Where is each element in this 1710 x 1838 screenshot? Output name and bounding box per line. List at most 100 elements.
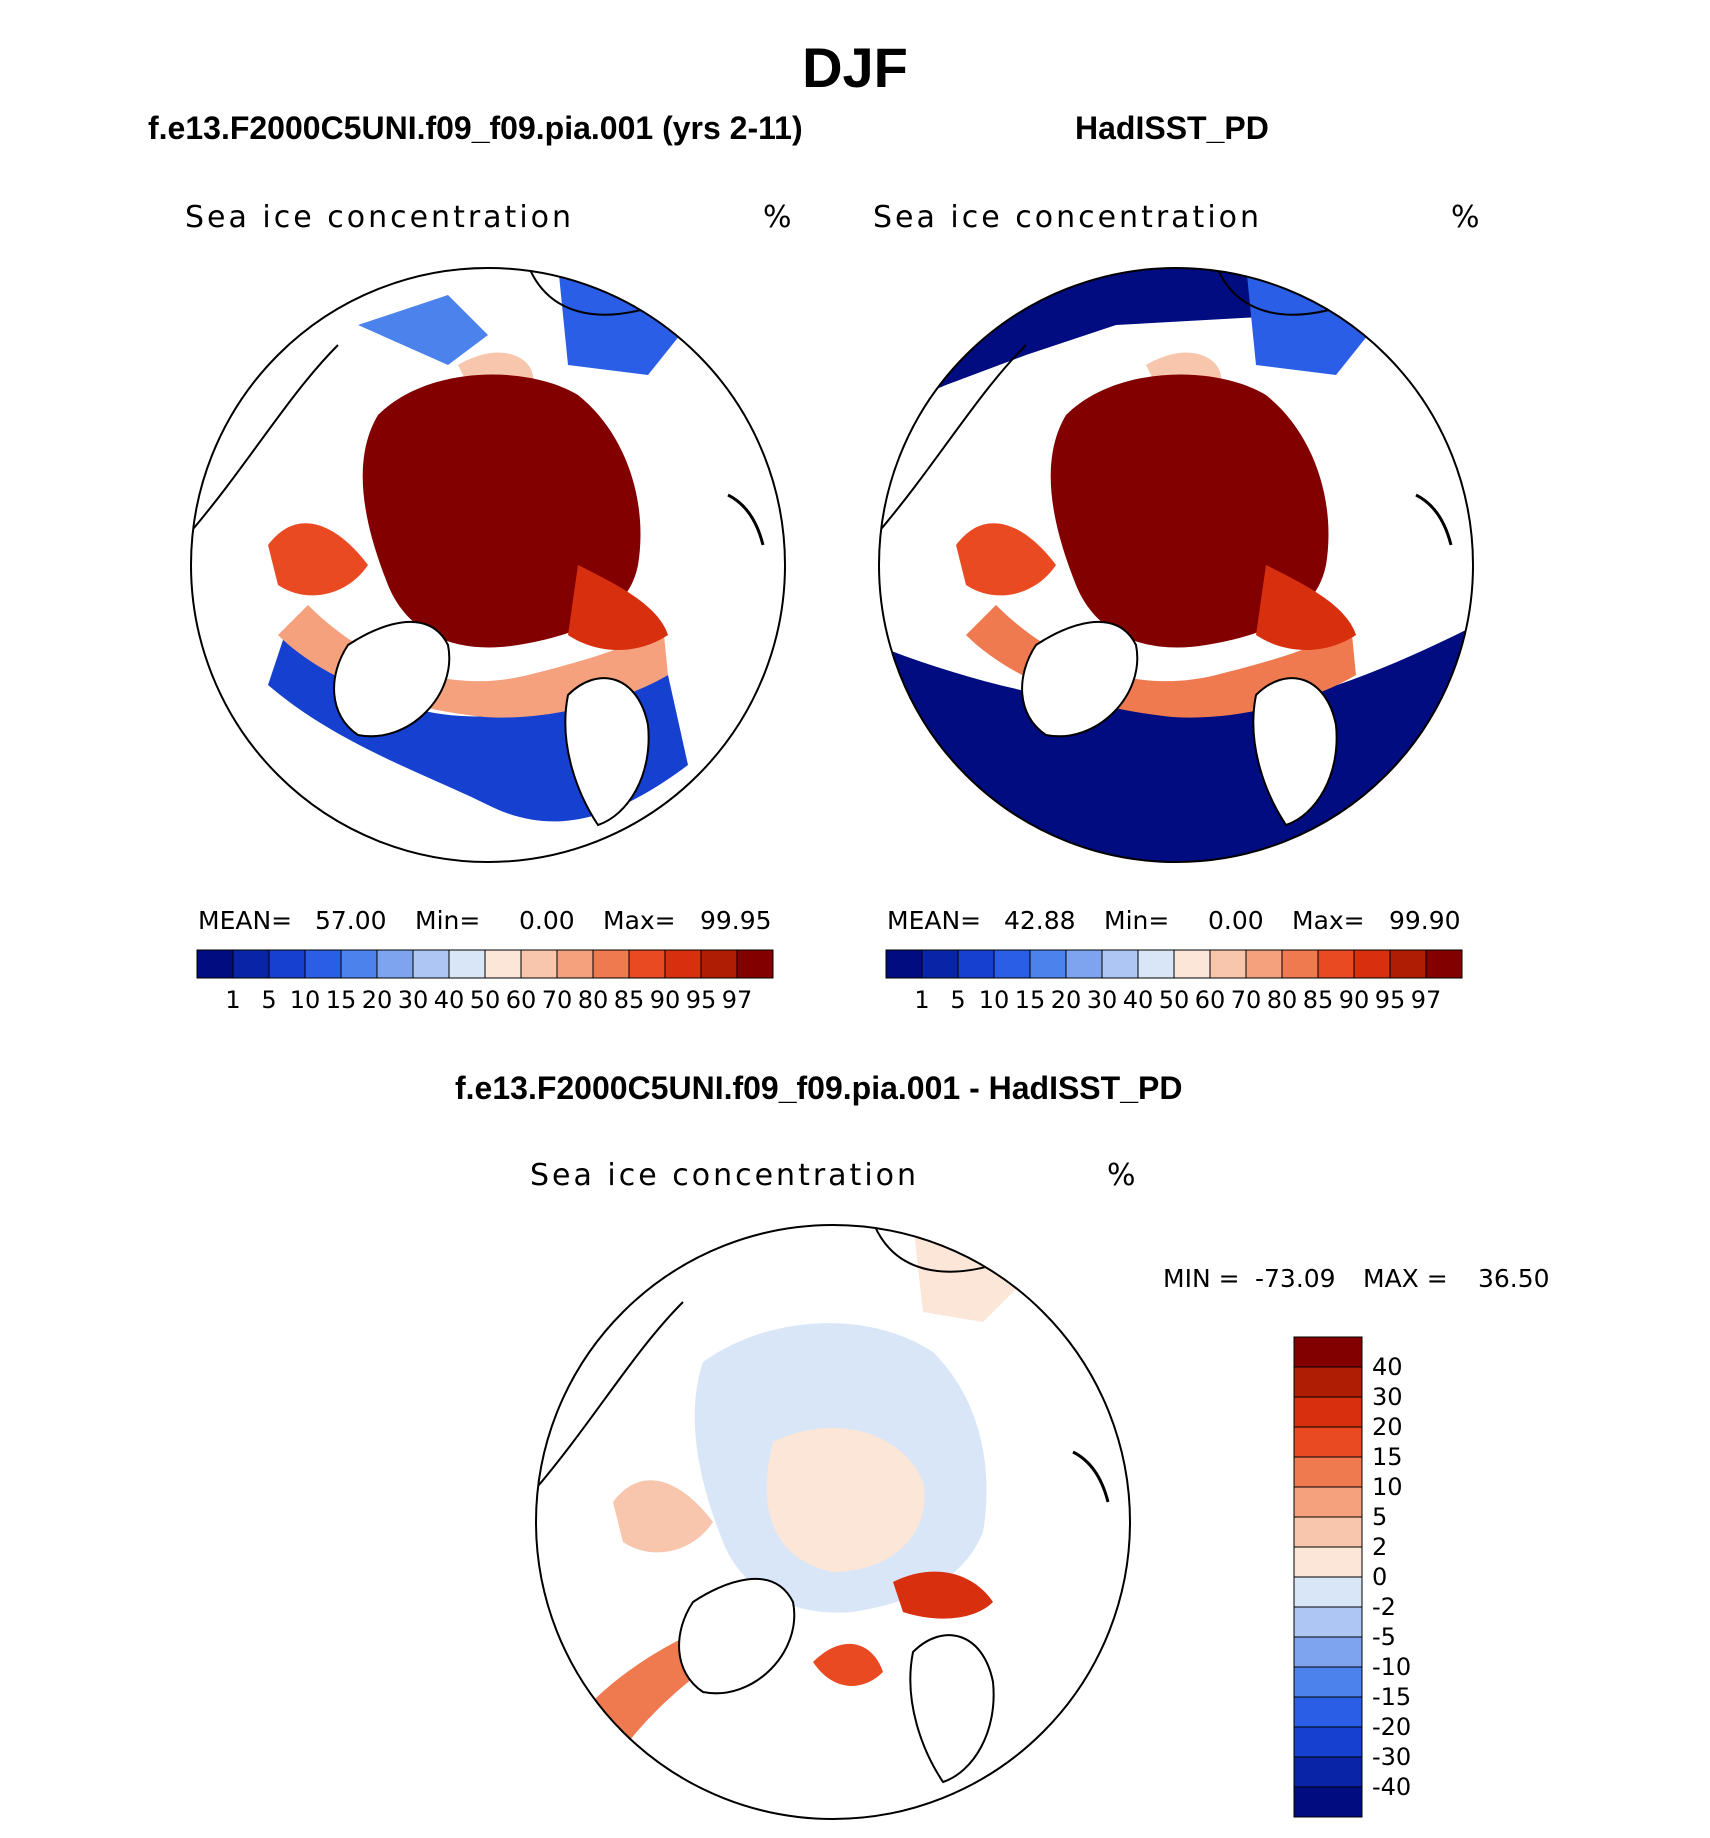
colorbar-model-tick-label: 10	[290, 986, 321, 1014]
colorbar-obs-tick-label: 80	[1267, 986, 1298, 1014]
panel-model-title: f.e13.F2000C5UNI.f09_f09.pia.001 (yrs 2-…	[148, 110, 803, 146]
colorbar-model-tick-label: 15	[326, 986, 357, 1014]
colorbar-model-swatch	[340, 949, 378, 979]
panel-obs-min: 0.00	[1208, 906, 1264, 935]
panel-diff-min: -73.09	[1255, 1264, 1336, 1293]
colorbar-diff-tick-label: 0	[1372, 1563, 1387, 1591]
colorbar-diff-swatch	[1293, 1486, 1363, 1518]
colorbar-model-tick-label: 70	[542, 986, 573, 1014]
panel-model-min-label: Min=	[415, 906, 481, 935]
colorbar-diff-swatch	[1293, 1786, 1363, 1818]
colorbar-diff-tick-label: 5	[1372, 1503, 1387, 1531]
colorbar-obs-tick-label: 20	[1051, 986, 1082, 1014]
colorbar-obs-swatch	[1245, 949, 1283, 979]
panel-obs-mean: 42.88	[1004, 906, 1076, 935]
colorbar-obs-tick-label: 60	[1195, 986, 1226, 1014]
colorbar-model-tick-label: 5	[261, 986, 276, 1014]
colorbar-model-tick-label: 85	[614, 986, 645, 1014]
colorbar-obs-tick-label: 95	[1375, 986, 1406, 1014]
colorbar-obs-tick-label: 97	[1411, 986, 1442, 1014]
panel-obs-max-label: Max=	[1292, 906, 1365, 935]
colorbar-obs-tick-label: 1	[914, 986, 929, 1014]
colorbar-diff-swatch	[1293, 1366, 1363, 1398]
figure-title: DJF	[802, 36, 908, 99]
map-model	[190, 267, 786, 863]
colorbar-obs: 1 5 10 15 20 30 40 50 60 70 80 85 90 95 97	[885, 949, 1463, 1014]
panel-diff-max: 36.50	[1478, 1264, 1550, 1293]
colorbar-obs-swatch	[1353, 949, 1391, 979]
panel-obs-title: HadISST_PD	[1075, 110, 1269, 146]
colorbar-diff-swatch	[1293, 1576, 1363, 1608]
colorbar-obs-swatch	[885, 949, 923, 979]
colorbar-diff-swatch	[1293, 1516, 1363, 1548]
colorbar-model-tick-label: 80	[578, 986, 609, 1014]
colorbar-diff-tick-label: 10	[1372, 1473, 1403, 1501]
colorbar-diff-swatch	[1293, 1456, 1363, 1488]
colorbar-diff-swatch	[1293, 1336, 1363, 1368]
map-diff	[535, 1224, 1131, 1820]
colorbar-diff-swatch	[1293, 1606, 1363, 1638]
panel-model-max-label: Max=	[603, 906, 676, 935]
colorbar-obs-tick-label: 90	[1339, 986, 1370, 1014]
panel-diff-title: f.e13.F2000C5UNI.f09_f09.pia.001 - HadIS…	[455, 1070, 1183, 1106]
colorbar-diff-swatch	[1293, 1546, 1363, 1578]
panel-obs-max: 99.90	[1389, 906, 1461, 935]
colorbar-model-swatch	[376, 949, 414, 979]
colorbar-diff-tick-label: -30	[1372, 1743, 1411, 1771]
colorbar-obs-tick-label: 10	[979, 986, 1010, 1014]
colorbar-diff-swatch	[1293, 1756, 1363, 1788]
colorbar-model-tick-label: 30	[398, 986, 429, 1014]
colorbar-model-swatch	[268, 949, 306, 979]
colorbar-diff-swatch	[1293, 1726, 1363, 1758]
colorbar-diff-tick-label: -40	[1372, 1773, 1411, 1801]
panel-obs-min-label: Min=	[1104, 906, 1170, 935]
map-obs	[878, 267, 1474, 863]
colorbar-obs-tick-label: 5	[950, 986, 965, 1014]
colorbar-model-swatch	[232, 949, 270, 979]
colorbar-obs-swatch	[1137, 949, 1175, 979]
panel-model-variable: Sea ice concentration	[185, 200, 575, 235]
colorbar-diff-swatch	[1293, 1666, 1363, 1698]
colorbar-model-swatch	[484, 949, 522, 979]
colorbar-model-swatch	[664, 949, 702, 979]
panel-obs-units: %	[1451, 200, 1483, 235]
colorbar-diff-tick-label: 30	[1372, 1383, 1403, 1411]
colorbar-diff-swatch	[1293, 1426, 1363, 1458]
colorbar-model-tick-label: 95	[686, 986, 717, 1014]
colorbar-model-tick-label: 97	[722, 986, 753, 1014]
colorbar-model-swatch	[736, 949, 774, 979]
colorbar-model-swatch	[628, 949, 666, 979]
panel-model-max: 99.95	[700, 906, 772, 935]
colorbar-obs-swatch	[1173, 949, 1211, 979]
colorbar-obs-swatch	[1209, 949, 1247, 979]
colorbar-diff-swatch	[1293, 1396, 1363, 1428]
colorbar-model-swatch	[304, 949, 342, 979]
colorbar-model-tick-label: 60	[506, 986, 537, 1014]
colorbar-model-swatch	[592, 949, 630, 979]
colorbar-model: 1 5 10 15 20 30 40 50 60 70 80 85 90 95 97	[196, 949, 774, 1014]
colorbar-model-swatch	[556, 949, 594, 979]
colorbar-obs-tick-label: 70	[1231, 986, 1262, 1014]
colorbar-model-tick-label: 50	[470, 986, 501, 1014]
colorbar-diff-tick-label: 20	[1372, 1413, 1403, 1441]
colorbar-obs-swatch	[1389, 949, 1427, 979]
colorbar-diff-tick-label: -5	[1372, 1623, 1396, 1651]
colorbar-obs-tick-label: 30	[1087, 986, 1118, 1014]
panel-model-mean-label: MEAN=	[198, 906, 293, 935]
colorbar-diff-swatch	[1293, 1696, 1363, 1728]
colorbar-diff-tick-label: -10	[1372, 1653, 1411, 1681]
colorbar-obs-swatch	[1029, 949, 1067, 979]
colorbar-diff-tick-label: -20	[1372, 1713, 1411, 1741]
colorbar-obs-tick-label: 50	[1159, 986, 1190, 1014]
panel-model-mean: 57.00	[315, 906, 387, 935]
colorbar-diff-tick-label: -15	[1372, 1683, 1411, 1711]
colorbar-model-tick-label: 90	[650, 986, 681, 1014]
panel-diff-variable: Sea ice concentration	[530, 1158, 920, 1193]
colorbar-diff-tick-label: 2	[1372, 1533, 1387, 1561]
colorbar-obs-tick-label: 15	[1015, 986, 1046, 1014]
colorbar-model-tick-label: 40	[434, 986, 465, 1014]
panel-diff-units: %	[1107, 1158, 1139, 1193]
colorbar-obs-tick-label: 85	[1303, 986, 1334, 1014]
panel-model-min: 0.00	[519, 906, 575, 935]
